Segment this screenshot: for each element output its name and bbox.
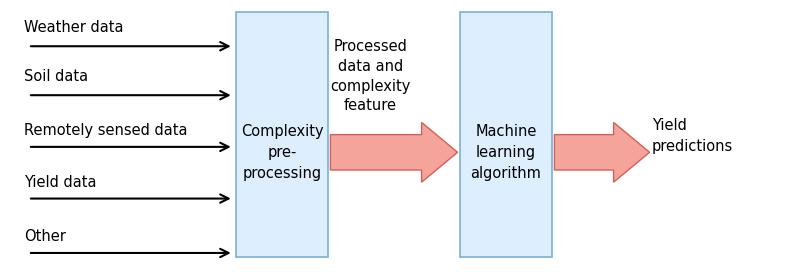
- Text: Remotely sensed data: Remotely sensed data: [24, 123, 187, 138]
- Text: Other: Other: [24, 229, 66, 244]
- Text: Yield
predictions: Yield predictions: [652, 118, 734, 154]
- FancyBboxPatch shape: [236, 12, 328, 257]
- Polygon shape: [330, 122, 458, 182]
- Polygon shape: [554, 122, 650, 182]
- Text: Complexity
pre-
processing: Complexity pre- processing: [241, 124, 323, 181]
- Text: Processed
data and
complexity
feature: Processed data and complexity feature: [330, 39, 410, 113]
- Text: Machine
learning
algorithm: Machine learning algorithm: [470, 124, 542, 181]
- Text: Soil data: Soil data: [24, 69, 88, 84]
- Text: Yield data: Yield data: [24, 175, 97, 190]
- Text: Weather data: Weather data: [24, 20, 123, 35]
- FancyBboxPatch shape: [460, 12, 552, 257]
